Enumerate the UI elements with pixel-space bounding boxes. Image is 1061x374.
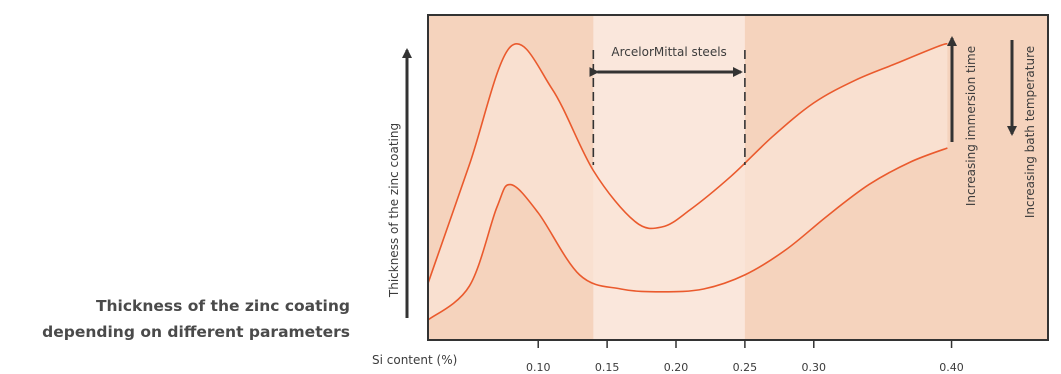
immersion-time-label: Increasing immersion time <box>964 46 978 206</box>
chart-caption: Thickness of the zinc coating depending … <box>42 293 350 345</box>
x-tick-label: 0.10 <box>526 361 551 374</box>
plot-frame <box>427 14 1049 341</box>
lower-curve <box>427 147 948 321</box>
x-tick-label: 0.30 <box>802 361 827 374</box>
caption-line-1: Thickness of the zinc coating <box>95 297 350 315</box>
x-axis-label: Si content (%) <box>372 353 457 367</box>
x-tick-label: 0.40 <box>939 361 964 374</box>
bath-temperature-label: Increasing bath temperature <box>1023 46 1037 218</box>
y-axis-label: Thickness of the zinc coating <box>387 123 401 298</box>
coating-envelope-area <box>428 43 948 320</box>
caption-line-2: depending on different parameters <box>42 323 350 341</box>
x-tick-label: 0.20 <box>664 361 689 374</box>
x-axis-ticks: 0.10 0.15 0.20 0.25 0.30 0.40 <box>526 340 964 374</box>
upper-curve <box>427 42 948 284</box>
band-label: ArcelorMittal steels <box>611 45 726 59</box>
x-tick-label: 0.15 <box>595 361 620 374</box>
x-tick-label: 0.25 <box>733 361 758 374</box>
